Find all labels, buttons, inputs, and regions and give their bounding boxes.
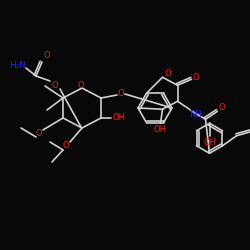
Text: O: O: [78, 80, 84, 90]
Text: OH: OH: [154, 125, 167, 134]
Text: O: O: [36, 130, 42, 138]
Text: O: O: [164, 69, 171, 78]
Text: O: O: [192, 73, 199, 82]
Text: O: O: [44, 52, 50, 60]
Text: O: O: [52, 80, 58, 90]
Text: O: O: [63, 142, 69, 150]
Text: OH: OH: [112, 114, 126, 122]
Text: O: O: [118, 90, 124, 98]
Text: OH: OH: [203, 138, 216, 147]
Text: O: O: [218, 103, 225, 112]
Text: H₂N: H₂N: [10, 62, 26, 70]
Text: NH: NH: [189, 110, 202, 119]
